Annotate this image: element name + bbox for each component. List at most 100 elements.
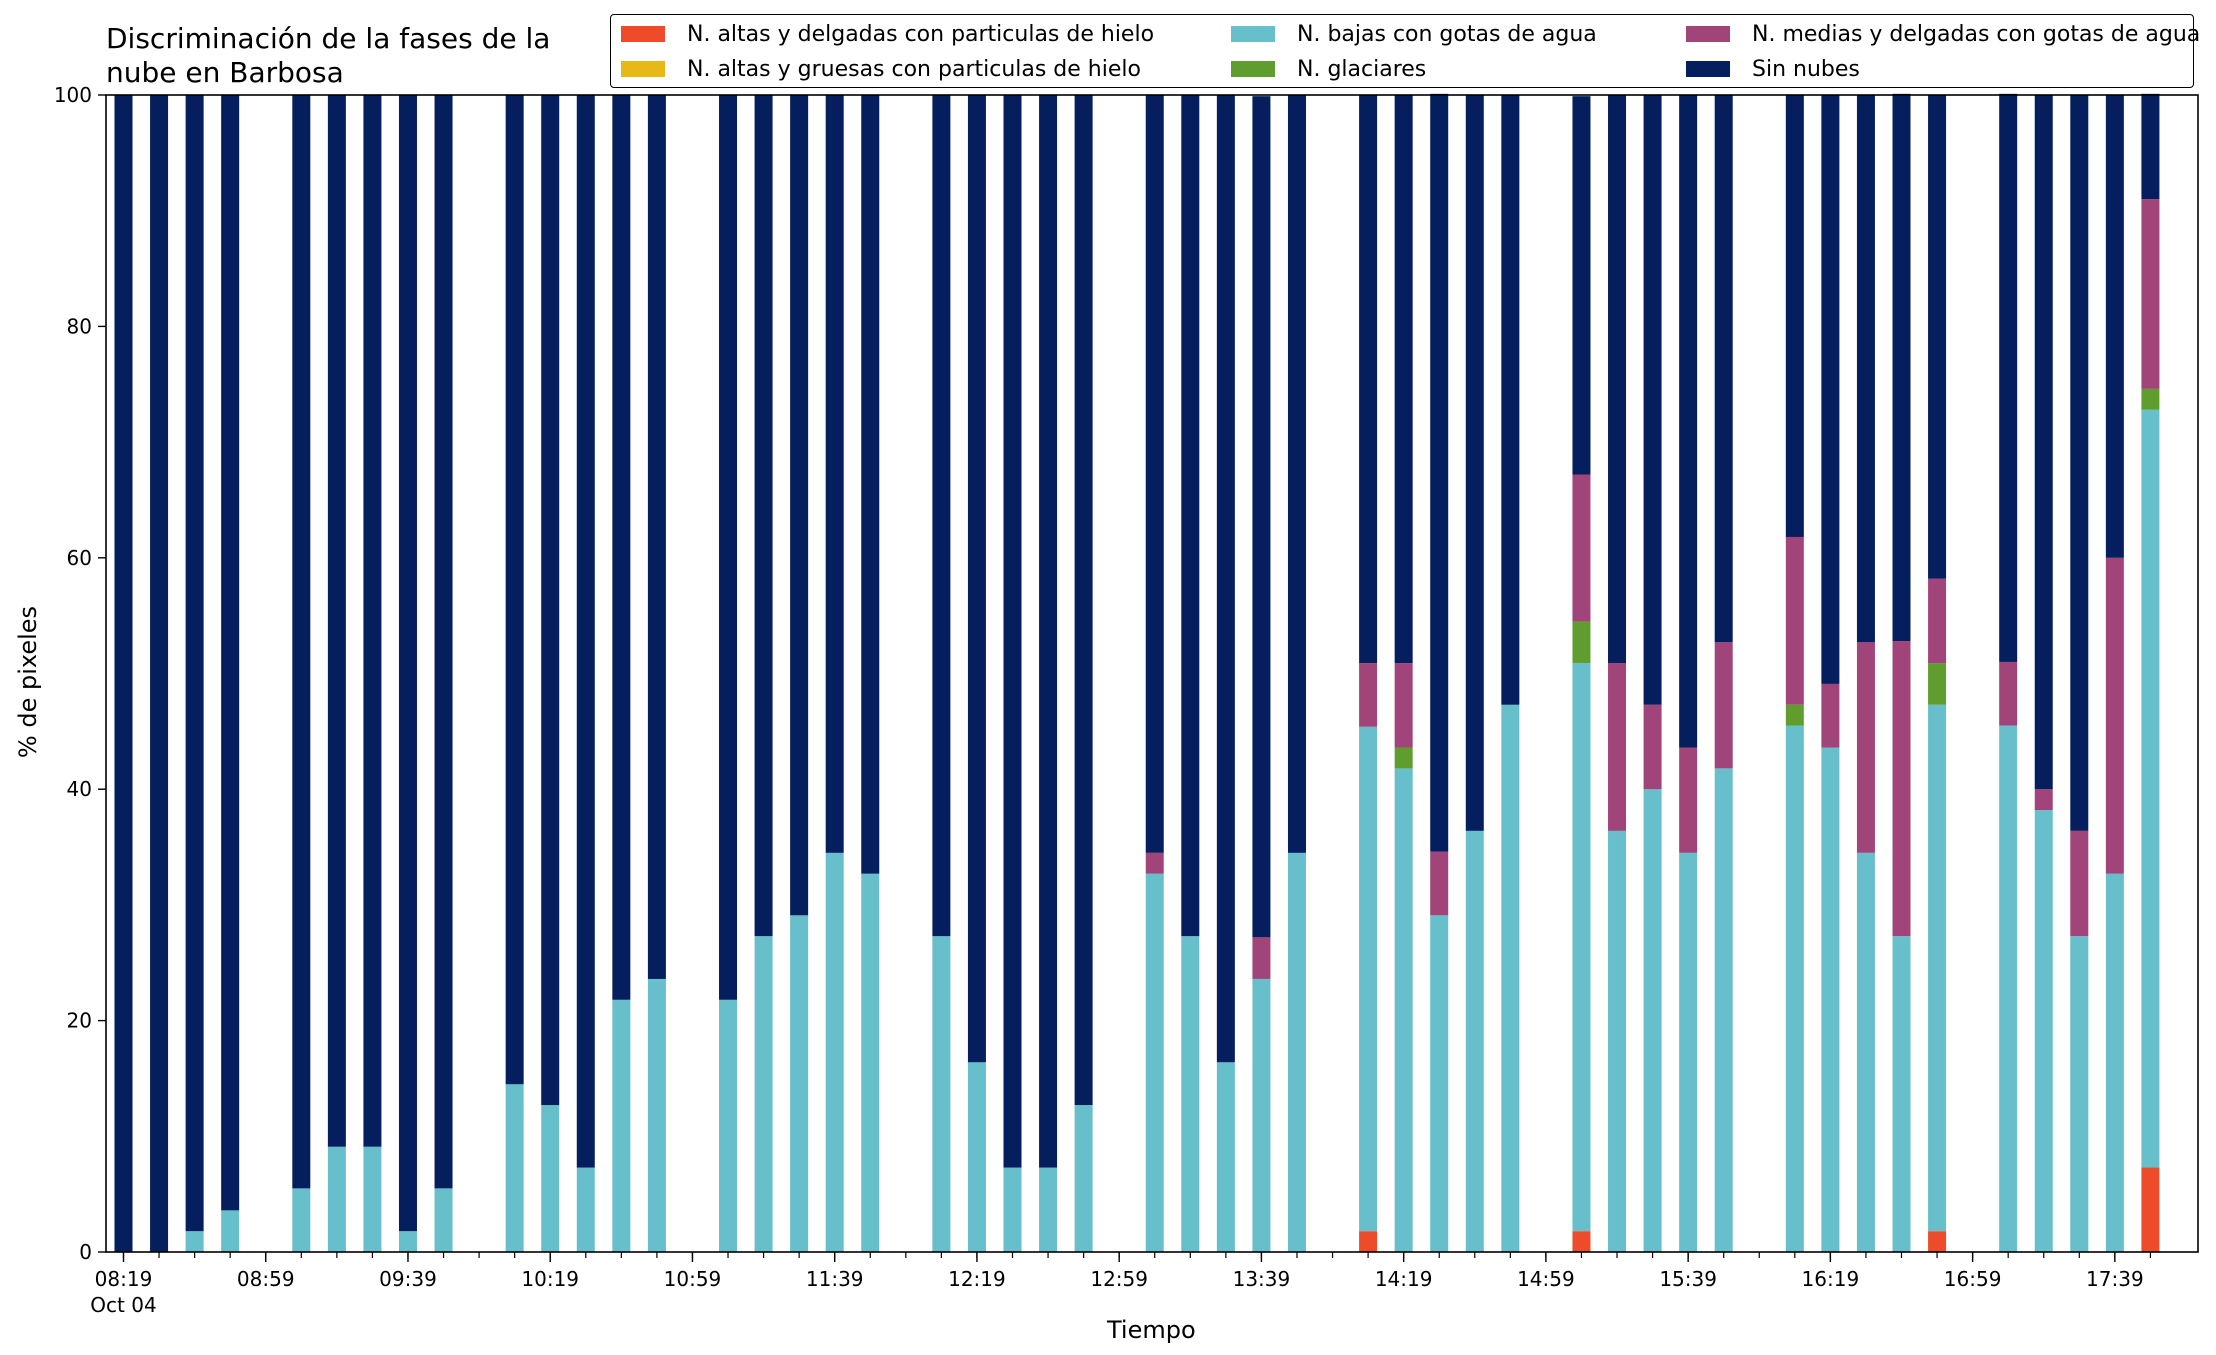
bar-segment — [1430, 851, 1449, 916]
bar-segment — [434, 1188, 453, 1252]
bar-segment — [1608, 830, 1627, 1252]
chart-title: Discriminación de la fases de la nube en… — [106, 22, 551, 89]
bar-segment — [2034, 810, 2053, 1252]
x-tick-label: 13:39 — [1233, 1267, 1291, 1291]
bar-segment — [790, 915, 809, 1252]
bar-segment — [1572, 474, 1591, 622]
bar-segment — [1074, 95, 1093, 1106]
bar-segment — [1928, 95, 1947, 579]
bar-segment — [1928, 663, 1947, 705]
bar-segment — [1821, 95, 1840, 684]
bar-segment — [363, 95, 382, 1147]
bar-segment — [1714, 642, 1733, 769]
bar-segment — [221, 1210, 240, 1252]
bar-segment — [1216, 1062, 1235, 1252]
y-tick-label: 20 — [67, 1009, 92, 1033]
legend-item: Sin nubes — [1686, 52, 1860, 86]
bar-segment — [1679, 852, 1698, 1252]
bar-segment — [861, 873, 880, 1252]
bar-segment — [825, 852, 844, 1252]
legend: N. altas y delgadas con particulas de hi… — [610, 14, 2200, 88]
bar-segment — [398, 1231, 417, 1252]
bar-segment — [2070, 95, 2089, 831]
bar-segment — [1714, 768, 1733, 1252]
legend-label: Sin nubes — [1752, 56, 1860, 82]
bar-segment — [1287, 852, 1306, 1252]
bar-segment — [1572, 621, 1591, 664]
bar-segment — [1856, 852, 1875, 1252]
bar-segment — [1465, 95, 1484, 831]
bar-segment — [2105, 95, 2124, 558]
bar-segment — [1714, 95, 1733, 643]
bar-segment — [505, 95, 524, 1085]
bar-segment — [1856, 95, 1875, 643]
bar-segment — [1359, 95, 1378, 664]
plot-frame — [105, 94, 2199, 1253]
bar-segment — [967, 95, 986, 1063]
bar-segment — [1181, 95, 1200, 937]
bar-segment — [1252, 96, 1271, 938]
x-axis-label: Tiempo — [1107, 1316, 1196, 1344]
bar-segment — [1145, 95, 1164, 853]
bar-segment — [790, 95, 809, 916]
bar-segment — [1572, 1231, 1591, 1252]
bar-segment — [1394, 768, 1413, 1252]
bar-segment — [719, 999, 738, 1252]
bar-segment — [754, 936, 773, 1252]
bar-segment — [612, 95, 631, 1000]
bar-segment — [1999, 725, 2018, 1252]
bar-segment — [505, 1084, 524, 1252]
legend-swatch — [621, 61, 665, 77]
bar-segment — [292, 95, 311, 1189]
bar-segment — [861, 95, 880, 874]
bar-segment — [1608, 95, 1627, 664]
bar-segment — [1572, 96, 1591, 475]
bar-segment — [1928, 578, 1947, 664]
y-tick-label: 80 — [67, 314, 92, 338]
bar-segment — [327, 1146, 346, 1252]
bar-segment — [1394, 747, 1413, 769]
legend-swatch — [621, 26, 665, 42]
y-tick-label: 0 — [79, 1240, 92, 1264]
legend-label: N. glaciares — [1297, 56, 1427, 82]
bar-segment — [1145, 873, 1164, 1252]
bar-segment — [1145, 852, 1164, 874]
bar-segment — [1216, 95, 1235, 1063]
bar-segment — [576, 95, 595, 1168]
bar-segment — [1821, 683, 1840, 748]
bar-segment — [541, 1105, 560, 1252]
bar-segment — [1430, 915, 1449, 1252]
bar-segment — [1359, 1231, 1378, 1252]
bar-segment — [1679, 747, 1698, 853]
x-tick-label: 16:19 — [1802, 1267, 1860, 1291]
legend-item: N. bajas con gotas de agua — [1231, 17, 1597, 51]
x-tick-label: 08:19 — [95, 1267, 153, 1291]
bar-segment — [2105, 557, 2124, 874]
bar-segment — [1572, 663, 1591, 1232]
bar-segment — [2141, 199, 2160, 389]
bar-segment — [150, 95, 169, 1252]
legend-swatch — [1686, 61, 1730, 77]
bar-segment — [2070, 830, 2089, 937]
bar-segment — [1003, 95, 1022, 1168]
bar-segment — [221, 95, 240, 1211]
y-tick-label: 40 — [67, 777, 92, 801]
bar-segment — [114, 95, 133, 1252]
bar-segment — [1928, 704, 1947, 1232]
bar-segment — [1785, 725, 1804, 1252]
bar-segment — [576, 1167, 595, 1252]
x-tick-label: 10:59 — [664, 1267, 722, 1291]
bar-segment — [185, 95, 204, 1232]
bar-segment — [185, 1231, 204, 1252]
bar-segment — [1003, 1167, 1022, 1252]
bar-segment — [1785, 704, 1804, 726]
bar-segment — [1359, 663, 1378, 727]
bar-segment — [1892, 641, 1911, 937]
x-tick-label: 14:19 — [1375, 1267, 1433, 1291]
x-tick-label: 17:39 — [2086, 1267, 2144, 1291]
bar-segment — [932, 95, 951, 937]
bar-segment — [1287, 95, 1306, 853]
x-tick-label: 12:59 — [1090, 1267, 1148, 1291]
bar-segment — [1394, 663, 1413, 748]
